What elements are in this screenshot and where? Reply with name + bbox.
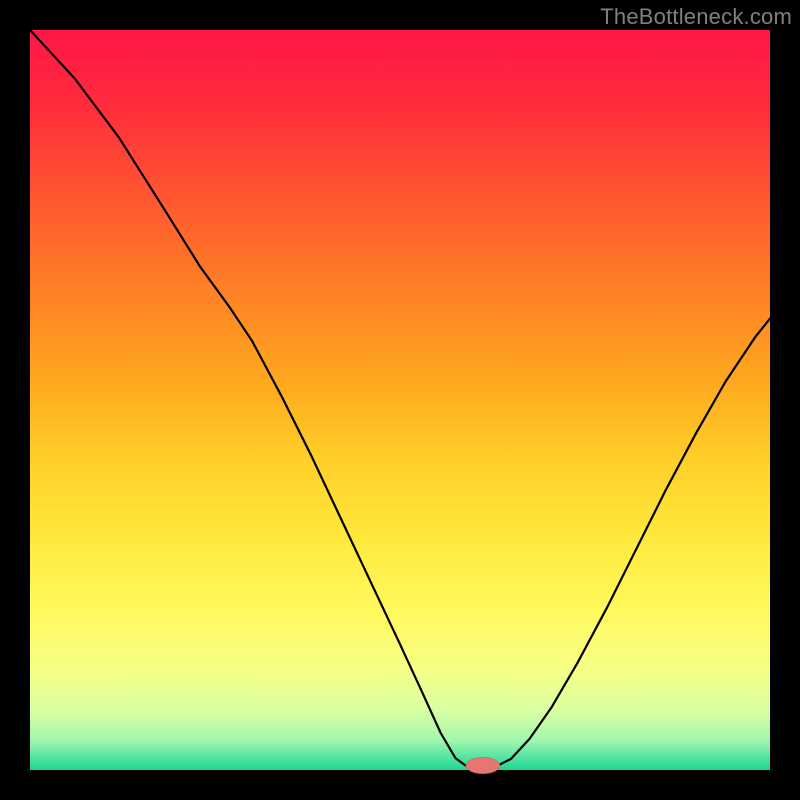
watermark-text: TheBottleneck.com: [600, 4, 792, 30]
bottleneck-chart: [0, 0, 800, 800]
plot-background: [30, 30, 770, 770]
stage: TheBottleneck.com: [0, 0, 800, 800]
optimal-marker: [466, 757, 500, 773]
